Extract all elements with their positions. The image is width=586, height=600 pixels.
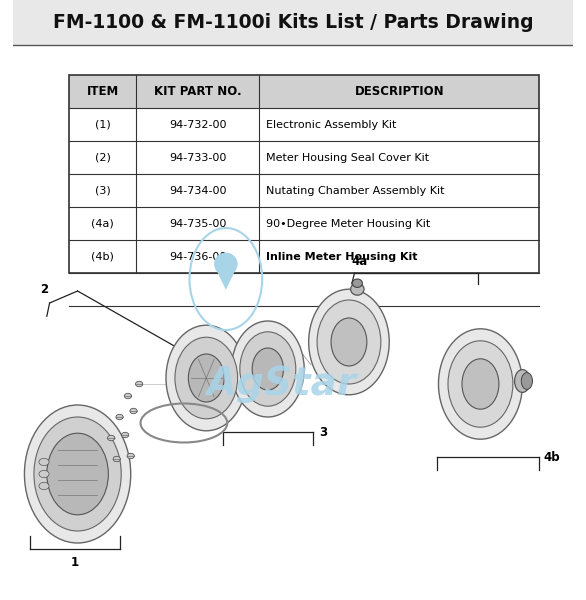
FancyBboxPatch shape (13, 0, 573, 45)
Ellipse shape (175, 337, 237, 419)
Ellipse shape (438, 329, 522, 439)
Ellipse shape (34, 417, 121, 531)
Text: 94-735-00: 94-735-00 (169, 218, 227, 229)
Ellipse shape (39, 458, 49, 466)
Text: 94-732-00: 94-732-00 (169, 119, 227, 130)
Text: 94-733-00: 94-733-00 (169, 152, 227, 163)
Text: AgStar: AgStar (207, 365, 357, 403)
Ellipse shape (331, 318, 367, 366)
Ellipse shape (522, 373, 533, 389)
Ellipse shape (39, 470, 49, 478)
Bar (69, 75, 539, 273)
Text: (4a): (4a) (91, 218, 114, 229)
Bar (69, 174, 539, 207)
Ellipse shape (130, 408, 137, 414)
Bar (69, 141, 539, 174)
Ellipse shape (166, 325, 247, 431)
Bar (69, 108, 539, 141)
Ellipse shape (515, 370, 530, 392)
Ellipse shape (240, 332, 296, 406)
Text: 94-736-00: 94-736-00 (169, 251, 227, 262)
Text: 1: 1 (71, 556, 79, 569)
Text: 94-734-00: 94-734-00 (169, 185, 227, 196)
Bar (69, 75, 539, 108)
Polygon shape (216, 270, 236, 290)
Ellipse shape (124, 394, 132, 398)
Text: KIT PART NO.: KIT PART NO. (154, 85, 241, 98)
Ellipse shape (116, 414, 123, 420)
Ellipse shape (121, 432, 129, 438)
Ellipse shape (252, 348, 284, 390)
Text: 4a: 4a (352, 255, 368, 268)
Text: Inline Meter Housing Kit: Inline Meter Housing Kit (266, 251, 418, 262)
Ellipse shape (47, 433, 108, 515)
Ellipse shape (107, 436, 115, 440)
Ellipse shape (317, 300, 381, 384)
Text: (2): (2) (95, 152, 111, 163)
Text: Nutating Chamber Assembly Kit: Nutating Chamber Assembly Kit (266, 185, 445, 196)
Ellipse shape (135, 382, 143, 386)
Ellipse shape (188, 354, 224, 402)
Text: 4b: 4b (544, 451, 560, 464)
Text: Electronic Assembly Kit: Electronic Assembly Kit (266, 119, 397, 130)
Ellipse shape (231, 321, 304, 417)
Ellipse shape (214, 253, 237, 275)
Bar (69, 207, 539, 240)
Ellipse shape (352, 279, 362, 287)
Ellipse shape (448, 341, 513, 427)
Text: 2: 2 (40, 283, 48, 296)
Bar (69, 240, 539, 273)
Ellipse shape (309, 289, 389, 395)
Text: Meter Housing Seal Cover Kit: Meter Housing Seal Cover Kit (266, 152, 430, 163)
Ellipse shape (350, 283, 364, 295)
Text: (1): (1) (95, 119, 111, 130)
Text: 3: 3 (319, 425, 328, 439)
Ellipse shape (25, 405, 131, 543)
Text: FM-1100 & FM-1100i Kits List / Parts Drawing: FM-1100 & FM-1100i Kits List / Parts Dra… (53, 13, 533, 32)
Text: 90•Degree Meter Housing Kit: 90•Degree Meter Housing Kit (266, 218, 430, 229)
Text: (4b): (4b) (91, 251, 114, 262)
Text: (3): (3) (95, 185, 111, 196)
Ellipse shape (127, 454, 134, 458)
Text: DESCRIPTION: DESCRIPTION (355, 85, 444, 98)
Ellipse shape (39, 482, 49, 490)
Text: ITEM: ITEM (87, 85, 119, 98)
Ellipse shape (462, 359, 499, 409)
Ellipse shape (113, 456, 120, 462)
